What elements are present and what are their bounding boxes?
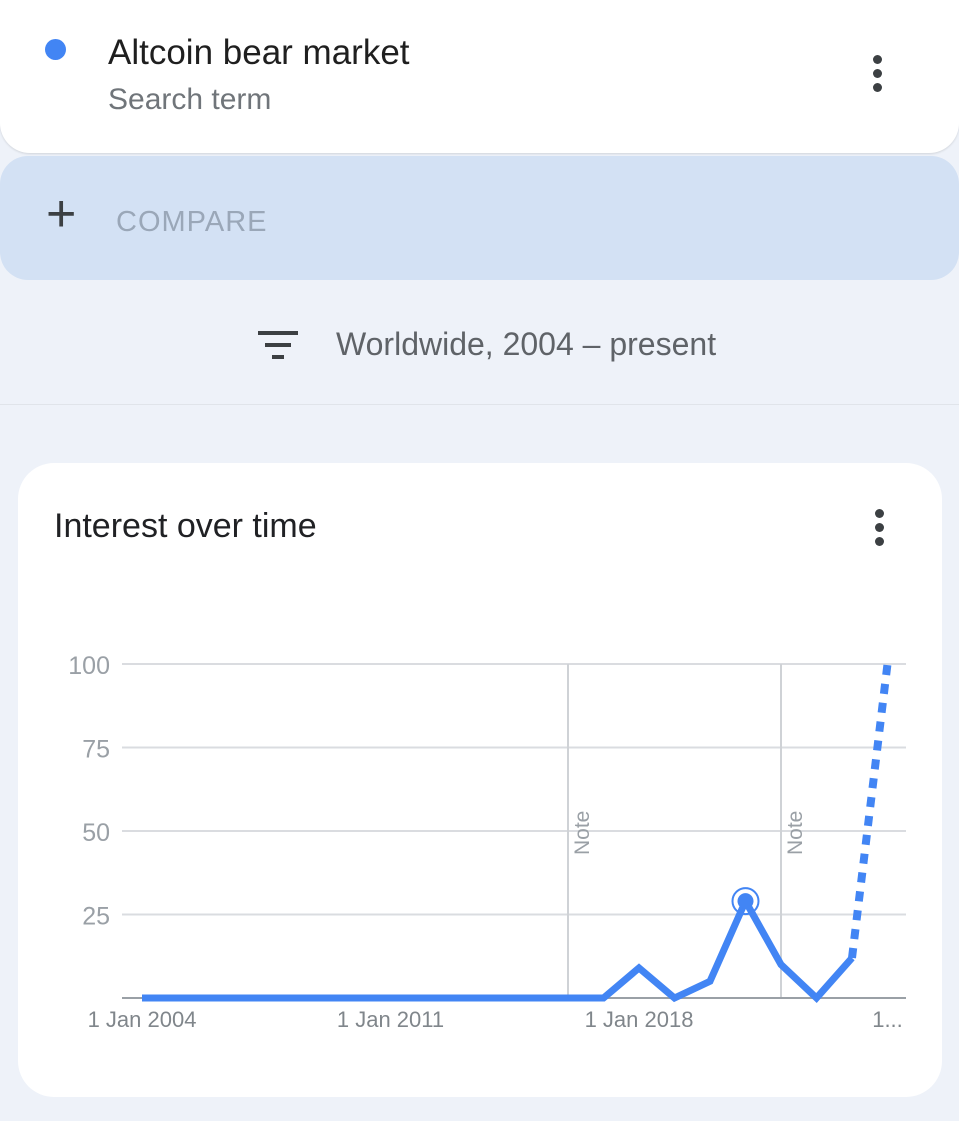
- more-vert-icon[interactable]: [872, 55, 882, 92]
- note-label: Note: [784, 811, 807, 855]
- note-label: Note: [571, 811, 594, 855]
- highlight-point: [737, 893, 754, 910]
- search-term-card[interactable]: Altcoin bear market Search term: [0, 0, 959, 153]
- x-tick-label: 1 Jan 2011: [337, 1007, 444, 1032]
- filter-icon: [258, 331, 298, 359]
- highlight-ring: [731, 887, 760, 916]
- plus-icon: +: [46, 185, 77, 243]
- filter-label: Worldwide, 2004 – present: [336, 326, 717, 362]
- compare-button[interactable]: [0, 156, 959, 280]
- search-term-label: Altcoin bear market: [108, 33, 410, 72]
- series-color-dot: [45, 39, 66, 60]
- chart-title: Interest over time: [54, 507, 317, 545]
- compare-label: COMPARE: [116, 206, 268, 238]
- y-tick-label: 100: [68, 652, 110, 680]
- y-tick-label: 25: [82, 903, 110, 931]
- interest-over-time-card: [18, 463, 942, 1097]
- filter-button[interactable]: [0, 300, 959, 405]
- x-tick-label: 1 Jan 2018: [585, 1007, 694, 1032]
- y-tick-label: 50: [82, 819, 110, 847]
- x-tick-label: 1 Jan 2004: [88, 1007, 197, 1032]
- y-tick-label: 75: [82, 736, 110, 764]
- series-line: [142, 893, 855, 1004]
- more-vert-icon[interactable]: [874, 509, 884, 546]
- x-tick-label: 1...: [872, 1007, 903, 1032]
- search-term-type: Search term: [108, 83, 272, 116]
